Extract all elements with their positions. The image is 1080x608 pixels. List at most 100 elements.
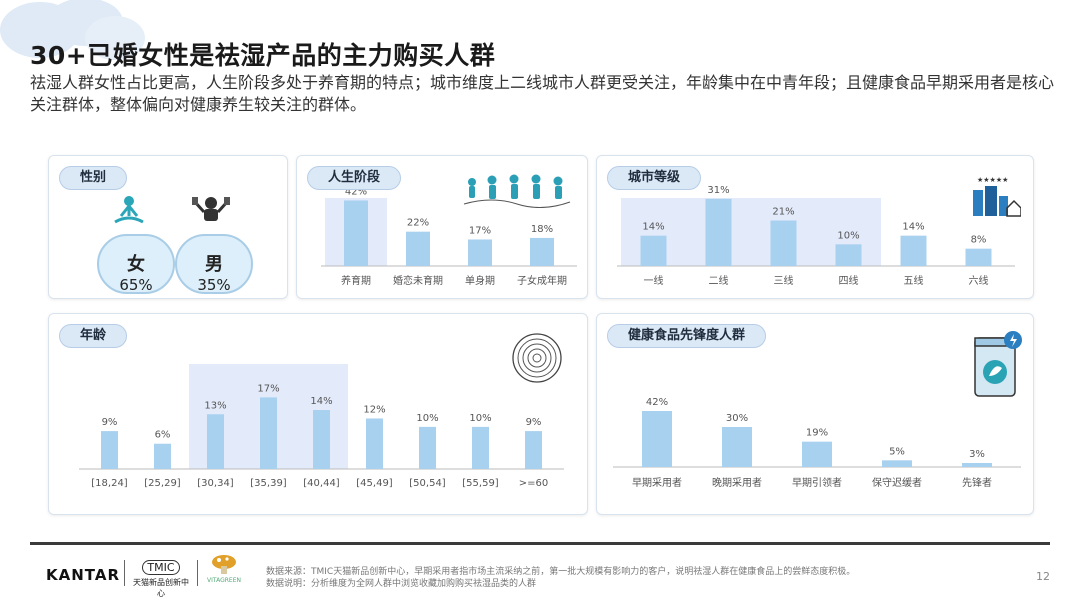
female-label: 女 bbox=[127, 254, 145, 275]
city-bar bbox=[835, 244, 862, 266]
city-value-label: 8% bbox=[971, 235, 987, 246]
age-panel: 9% [18,24] 6% [25,29] 13% [30,34] 17% [35,39] 14… bbox=[48, 313, 588, 515]
vitagreen-name: VITAGREEN bbox=[207, 577, 241, 584]
life-value-label: 18% bbox=[531, 224, 553, 235]
city-category-label: 三线 bbox=[774, 274, 794, 287]
city-category-label: 二线 bbox=[709, 274, 729, 287]
city-category-label: 五线 bbox=[904, 274, 924, 287]
age-value-label: 14% bbox=[310, 396, 332, 407]
city-value-label: 14% bbox=[902, 222, 924, 233]
city-category-label: 四线 bbox=[839, 274, 859, 287]
pioneer-category-label: 晚期采用者 bbox=[712, 477, 762, 489]
life-value-label: 17% bbox=[469, 225, 491, 236]
age-value-label: 10% bbox=[469, 413, 491, 424]
strong-man-icon bbox=[192, 197, 230, 221]
tmic-mark: TMIC bbox=[142, 560, 180, 575]
age-bar bbox=[207, 414, 224, 469]
age-value-label: 9% bbox=[102, 417, 118, 428]
city-value-label: 10% bbox=[837, 230, 859, 241]
source-line-2: 数据说明：分析维度为全网人群中浏览收藏加购购买祛湿品类的人群 bbox=[266, 579, 537, 589]
city-category-label: 六线 bbox=[969, 274, 989, 287]
life-stage-panel: 42% 养育期 22% 婚恋未育期 17% 单身期 18% 子女成年期 人生阶段 bbox=[296, 155, 588, 299]
age-category-label: [18,24] bbox=[91, 478, 128, 489]
pioneer-bar bbox=[722, 427, 752, 467]
pioneer-value-label: 3% bbox=[969, 449, 985, 460]
city-tier-chart: 14% 一线 31% 二线 21% 三线 10% 四线 14% 五线 8% 六线 bbox=[617, 185, 1015, 287]
page-title: 30+已婚女性是祛湿产品的主力购买人群 bbox=[30, 41, 496, 70]
age-bar bbox=[366, 418, 383, 469]
data-source-note: 数据来源：TMIC天猫新品创新中心，早期采用者指市场主流采纳之前，第一批大规模有… bbox=[266, 566, 855, 590]
healthy-food-pack-icon bbox=[974, 331, 1022, 397]
pioneer-tag: 健康食品先锋度人群 bbox=[607, 324, 767, 348]
pioneer-value-label: 19% bbox=[806, 428, 828, 439]
life-category-label: 单身期 bbox=[465, 274, 495, 287]
pioneer-category-label: 先锋者 bbox=[962, 476, 992, 489]
tmic-name: 天猫新品创新中心 bbox=[133, 578, 189, 598]
yoga-woman-icon bbox=[114, 196, 144, 224]
city-bar bbox=[770, 220, 797, 266]
city-bar bbox=[965, 248, 992, 266]
age-bar bbox=[260, 397, 277, 469]
city-category-label: 一线 bbox=[644, 274, 664, 287]
age-bar bbox=[154, 443, 171, 469]
age-bar bbox=[419, 426, 436, 469]
family-people-icon bbox=[463, 174, 571, 208]
kantar-logo: KANTAR bbox=[46, 566, 121, 584]
age-value-label: 9% bbox=[526, 417, 542, 428]
female-bubble: 女 65% bbox=[97, 234, 175, 294]
age-bar bbox=[101, 431, 118, 469]
age-value-label: 10% bbox=[416, 413, 438, 424]
city-bar bbox=[900, 235, 927, 266]
age-category-label: [40,44] bbox=[303, 478, 340, 489]
source-line-1: 数据来源：TMIC天猫新品创新中心，早期采用者指市场主流采纳之前，第一批大规模有… bbox=[266, 567, 856, 577]
male-value: 35% bbox=[197, 276, 231, 294]
pioneer-value-label: 30% bbox=[726, 413, 748, 424]
age-category-label: [45,49] bbox=[356, 478, 393, 489]
female-value: 65% bbox=[119, 276, 153, 294]
vitagreen-logo: VITAGREEN bbox=[206, 553, 242, 584]
life-value-label: 22% bbox=[407, 218, 429, 229]
decorative-cloud bbox=[0, 0, 145, 60]
footer-divider bbox=[30, 542, 1050, 545]
age-category-label: [30,34] bbox=[197, 478, 234, 489]
age-category-label: [50,54] bbox=[409, 478, 446, 489]
pioneer-panel: 42% 早期采用者 30% 晚期采用者 19% 早期引领者 5% 保守迟缓者 3% 先锋者 健康食… bbox=[596, 313, 1034, 515]
pioneer-bar bbox=[642, 411, 672, 467]
tmic-logo: TMIC 天猫新品创新中心 bbox=[132, 560, 190, 599]
pioneer-category-label: 保守迟缓者 bbox=[872, 476, 922, 489]
age-value-label: 13% bbox=[204, 400, 226, 411]
city-value-label: 14% bbox=[642, 222, 664, 233]
life-stage-chart: 42% 养育期 22% 婚恋未育期 17% 单身期 18% 子女成年期 bbox=[321, 186, 577, 287]
age-bar bbox=[525, 431, 542, 469]
age-category-label: [55,59] bbox=[462, 478, 499, 489]
city-tier-panel: 14% 一线 31% 二线 21% 三线 10% 四线 14% 五线 8% 六线 城市等级 ★★★★★ bbox=[596, 155, 1034, 299]
pioneer-category-label: 早期引领者 bbox=[792, 476, 842, 489]
male-label: 男 bbox=[205, 254, 223, 275]
pioneer-value-label: 5% bbox=[889, 446, 905, 457]
logo-separator bbox=[124, 560, 125, 586]
age-bar bbox=[472, 426, 489, 469]
city-buildings-icon: ★★★★★ bbox=[973, 176, 1021, 217]
age-category-label: [35,39] bbox=[250, 478, 287, 489]
pioneer-bar bbox=[962, 463, 992, 467]
life-category-label: 婚恋未育期 bbox=[393, 274, 443, 287]
age-value-label: 12% bbox=[363, 404, 385, 415]
city-bar bbox=[705, 198, 732, 266]
age-tag: 年龄 bbox=[59, 324, 128, 348]
city-tier-tag: 城市等级 bbox=[607, 166, 702, 190]
tree-rings-icon bbox=[512, 333, 562, 383]
pioneer-value-label: 42% bbox=[646, 397, 668, 408]
life-bar bbox=[344, 200, 368, 266]
city-bar bbox=[640, 235, 667, 266]
age-value-label: 6% bbox=[155, 430, 171, 441]
pioneer-bar bbox=[882, 460, 912, 467]
male-bubble: 男 35% bbox=[175, 234, 253, 294]
page-subtitle: 祛湿人群女性占比更高，人生阶段多处于养育期的特点；城市维度上二线城市人群更受关注… bbox=[30, 73, 1055, 114]
life-bar bbox=[406, 231, 430, 266]
pioneer-bar bbox=[802, 441, 832, 467]
city-value-label: 31% bbox=[707, 185, 729, 196]
age-bar bbox=[313, 410, 330, 469]
age-category-label: [25,29] bbox=[144, 478, 181, 489]
gender-panel: 性别 女 65% 男 35% bbox=[48, 155, 288, 299]
life-category-label: 养育期 bbox=[341, 274, 371, 287]
